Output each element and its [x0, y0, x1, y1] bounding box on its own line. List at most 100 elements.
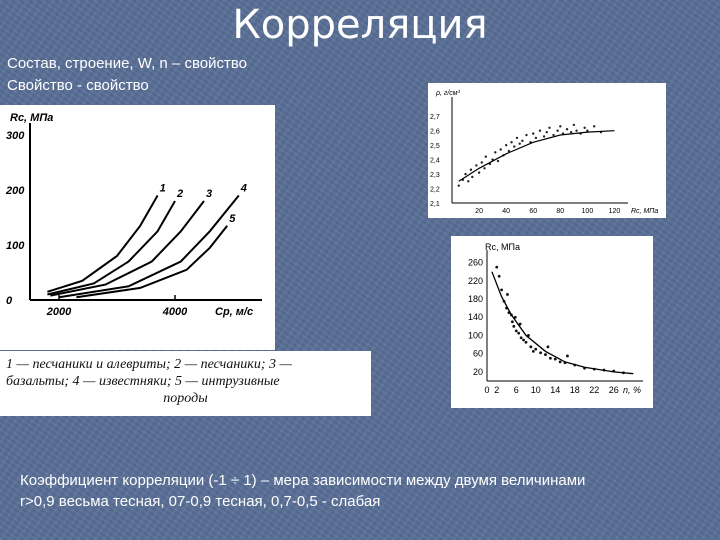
x-tick-label: 40 — [502, 208, 510, 215]
footer-line-1: Коэффициент корреляции (-1 ÷ 1) – мера з… — [20, 472, 586, 489]
x-tick-label: 100 — [582, 208, 594, 215]
curve-4 — [58, 194, 240, 299]
data-point — [464, 172, 467, 176]
data-point — [546, 345, 550, 349]
slide-title: Корреляция — [232, 2, 488, 48]
y-tick-label: 260 — [468, 258, 483, 268]
data-point — [507, 149, 511, 153]
data-point — [559, 125, 562, 128]
x-axis-label: Cp, м/с — [215, 306, 253, 318]
caption-line-1: 1 — песчаники и алевриты; 2 — песчаники;… — [6, 357, 292, 372]
data-point — [552, 133, 555, 137]
data-point — [471, 175, 474, 179]
data-point — [531, 349, 535, 353]
y-tick-label: 180 — [468, 294, 483, 304]
data-point — [569, 130, 573, 134]
curve-label-5: 5 — [229, 213, 236, 225]
curves-chart-panel: 300 200 100 0 2000 4000 Rc, МПа Cp, м/с 1 2 3 4 5 — [0, 105, 275, 350]
x-tick-label: 4000 — [162, 306, 188, 318]
data-point — [548, 356, 552, 360]
x-tick-label: 26 — [609, 385, 619, 395]
curves-caption: 1 — песчаники и алевриты; 2 — песчаники;… — [0, 351, 371, 416]
data-point — [534, 347, 538, 351]
x-tick-label: 20 — [475, 208, 483, 215]
data-point — [544, 353, 547, 356]
curve-2 — [47, 200, 176, 296]
data-point — [525, 133, 528, 137]
data-point — [548, 126, 551, 129]
x-tick-label: 6 — [514, 385, 519, 395]
data-point — [522, 338, 525, 342]
data-point — [504, 143, 508, 147]
density-chart-panel: 2,7 2,6 2,5 2,4 2,3 2,2 2,1 20 40 60 80 100 120 ρ, г/… — [428, 83, 666, 218]
footer-line-2: r>0,9 весьма тесная, 07-0,9 тесная, 0,7-… — [20, 493, 381, 510]
x-tick-label: 0 — [484, 385, 489, 395]
y-tick-label: 2,5 — [430, 143, 440, 150]
data-point — [475, 164, 478, 167]
data-point — [592, 125, 596, 128]
caption-line-2: базальты; 4 — известняки; 5 — интрузивны… — [6, 374, 280, 389]
data-point — [575, 129, 578, 132]
curve-3 — [50, 200, 205, 297]
data-point — [565, 128, 569, 131]
y-tick-label: 60 — [473, 349, 483, 359]
data-point — [519, 336, 523, 340]
curve-label-2: 2 — [176, 188, 183, 200]
data-point — [494, 151, 497, 154]
data-point — [524, 340, 528, 344]
data-point — [497, 274, 501, 278]
y-tick-label: 300 — [6, 130, 25, 142]
data-point — [534, 136, 538, 140]
curve-5 — [76, 225, 228, 299]
x-tick-label: 2 — [494, 385, 499, 395]
y-tick-label: 2,6 — [430, 129, 440, 136]
data-point — [513, 315, 517, 319]
porosity-chart-panel: 260 220 180 140 100 60 20 0 2 6 10 14 18 22 26 Rс, МПа n… — [451, 236, 653, 408]
y-tick-label: 20 — [473, 367, 483, 377]
x-tick-label: 120 — [609, 208, 621, 215]
x-tick-label: 22 — [589, 385, 599, 395]
y-axis-label: Rc, МПа — [10, 112, 53, 124]
data-point — [586, 129, 589, 132]
curve-label-3: 3 — [206, 188, 212, 200]
data-point — [545, 130, 548, 134]
x-axis-label: n, % — [623, 385, 641, 395]
x-tick-label: 80 — [556, 208, 564, 215]
trend-curve — [458, 130, 615, 182]
data-point — [572, 123, 576, 127]
y-tick-label: 2,3 — [430, 172, 440, 179]
trend-curve — [491, 271, 634, 375]
y-axis-label: ρ, г/см³ — [435, 90, 461, 97]
data-point — [467, 180, 470, 183]
data-point — [529, 345, 533, 349]
x-tick-label: 18 — [570, 385, 580, 395]
x-tick-label: 14 — [550, 385, 560, 395]
y-axis-label: Rс, МПа — [485, 242, 520, 252]
x-axis-label: Rc, МПа — [631, 208, 658, 215]
subtitle-line-2: Свойство - свойство — [7, 77, 149, 94]
caption-line-3: породы — [163, 391, 208, 406]
data-point — [506, 293, 509, 296]
x-tick-label: 2000 — [46, 306, 72, 318]
data-point — [480, 161, 483, 164]
y-tick-label: 140 — [468, 312, 483, 322]
y-tick-label: 100 — [468, 330, 483, 340]
data-point — [553, 357, 557, 361]
data-point — [514, 329, 518, 333]
curve-label-1: 1 — [160, 183, 166, 195]
data-point — [500, 288, 504, 292]
data-point — [496, 159, 500, 163]
data-point — [566, 354, 569, 358]
y-tick-label: 2,1 — [430, 201, 440, 208]
density-chart: 2,7 2,6 2,5 2,4 2,3 2,2 2,1 20 40 60 80 100 120 ρ, г/… — [430, 90, 658, 215]
data-point — [517, 331, 521, 335]
data-point — [457, 184, 460, 187]
y-tick-label: 0 — [6, 295, 13, 307]
y-tick-label: 2,2 — [430, 187, 440, 194]
curve-1 — [47, 195, 159, 293]
data-point — [477, 171, 481, 174]
y-tick-label: 100 — [6, 240, 25, 252]
curve-label-4: 4 — [240, 183, 247, 195]
data-point — [558, 360, 562, 364]
y-tick-label: 2,7 — [430, 114, 440, 121]
